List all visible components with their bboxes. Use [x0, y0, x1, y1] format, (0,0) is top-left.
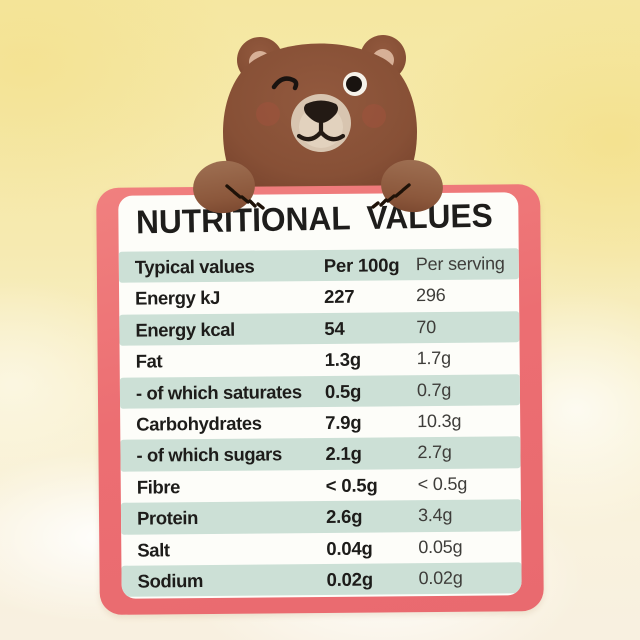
column-header-typical-values: Typical values — [134, 255, 255, 278]
nutrition-label-panel: NUTRITIONAL VALUES Typical values Per 10… — [118, 192, 522, 599]
value-per-100g: 54 — [324, 317, 345, 339]
row-label: - of which sugars — [136, 443, 282, 466]
value-per-serving: 0.02g — [418, 567, 463, 589]
nutrition-label: NUTRITIONAL VALUES Typical values Per 10… — [96, 184, 544, 615]
bear-cheek-right — [362, 104, 386, 128]
table-row-carbohydrates: Carbohydrates 7.9g 10.3g — [120, 405, 520, 440]
value-per-100g: 2.6g — [325, 505, 363, 528]
row-label: Protein — [136, 507, 199, 529]
table-row-sugars: - of which sugars 2.1g 2.7g — [120, 436, 521, 472]
bear-paw-right-claws — [371, 183, 411, 209]
table-row-fibre: Fibre < 0.5g < 0.5g — [121, 468, 521, 503]
bear-mascot-illustration — [200, 35, 440, 196]
row-label: Energy kJ — [135, 287, 221, 309]
row-label: Fibre — [136, 475, 181, 498]
value-per-100g: 1.3g — [324, 348, 361, 371]
bear-paw-left — [193, 160, 255, 214]
value-per-100g: 227 — [324, 286, 355, 308]
table-row-protein: Protein 2.6g 3.4g — [120, 499, 522, 535]
value-per-serving: 10.3g — [417, 410, 462, 432]
row-label: Fat — [135, 350, 163, 372]
value-per-serving: < 0.5g — [417, 473, 468, 494]
value-per-100g: < 0.5g — [325, 474, 378, 496]
value-per-serving: 0.05g — [418, 536, 463, 557]
table-row-sodium: Sodium 0.02g 0.02g — [121, 562, 522, 598]
bear-mouth — [296, 118, 346, 142]
bear-wink-eye — [271, 76, 299, 91]
table-row-salt: Salt 0.04g 0.05g — [121, 531, 521, 566]
table-header-row: Typical values Per 100g Per serving — [118, 248, 519, 284]
value-per-serving: 70 — [416, 316, 437, 337]
value-per-100g: 0.04g — [326, 537, 373, 559]
table-row-energy-kcal: Energy kcal 54 70 — [119, 311, 520, 346]
value-per-100g: 0.5g — [324, 380, 362, 402]
value-per-serving: 0.7g — [416, 379, 452, 400]
bear-paw-left-claws — [225, 184, 265, 210]
row-label: Energy kcal — [135, 318, 235, 341]
bear-nose — [304, 100, 338, 123]
nutrition-table: Typical values Per 100g Per serving Ener… — [118, 248, 522, 598]
table-row-fat: Fat 1.3g 1.7g — [120, 342, 520, 377]
table-row-saturates: - of which saturates 0.5g 0.7g — [119, 373, 521, 409]
row-label: Sodium — [137, 569, 204, 592]
row-label: - of which saturates — [135, 380, 302, 404]
value-per-serving: 296 — [416, 285, 446, 306]
value-per-100g: 0.02g — [326, 568, 373, 590]
column-header-per-100g: Per 100g — [323, 254, 400, 276]
value-per-100g: 7.9g — [325, 411, 362, 433]
column-header-per-serving: Per serving — [415, 253, 505, 275]
bear-open-eye — [343, 72, 367, 96]
bear-paws-illustration — [193, 159, 443, 214]
row-label: Salt — [137, 538, 170, 561]
table-row-energy-kj: Energy kJ 227 296 — [119, 280, 519, 315]
bear-paw-right — [381, 159, 443, 213]
value-per-100g: 2.1g — [325, 442, 362, 465]
value-per-serving: 2.7g — [417, 442, 452, 463]
bear-cheek-left — [256, 102, 280, 126]
value-per-serving: 3.4g — [417, 504, 453, 526]
row-label: Carbohydrates — [136, 412, 262, 435]
value-per-serving: 1.7g — [416, 348, 451, 369]
